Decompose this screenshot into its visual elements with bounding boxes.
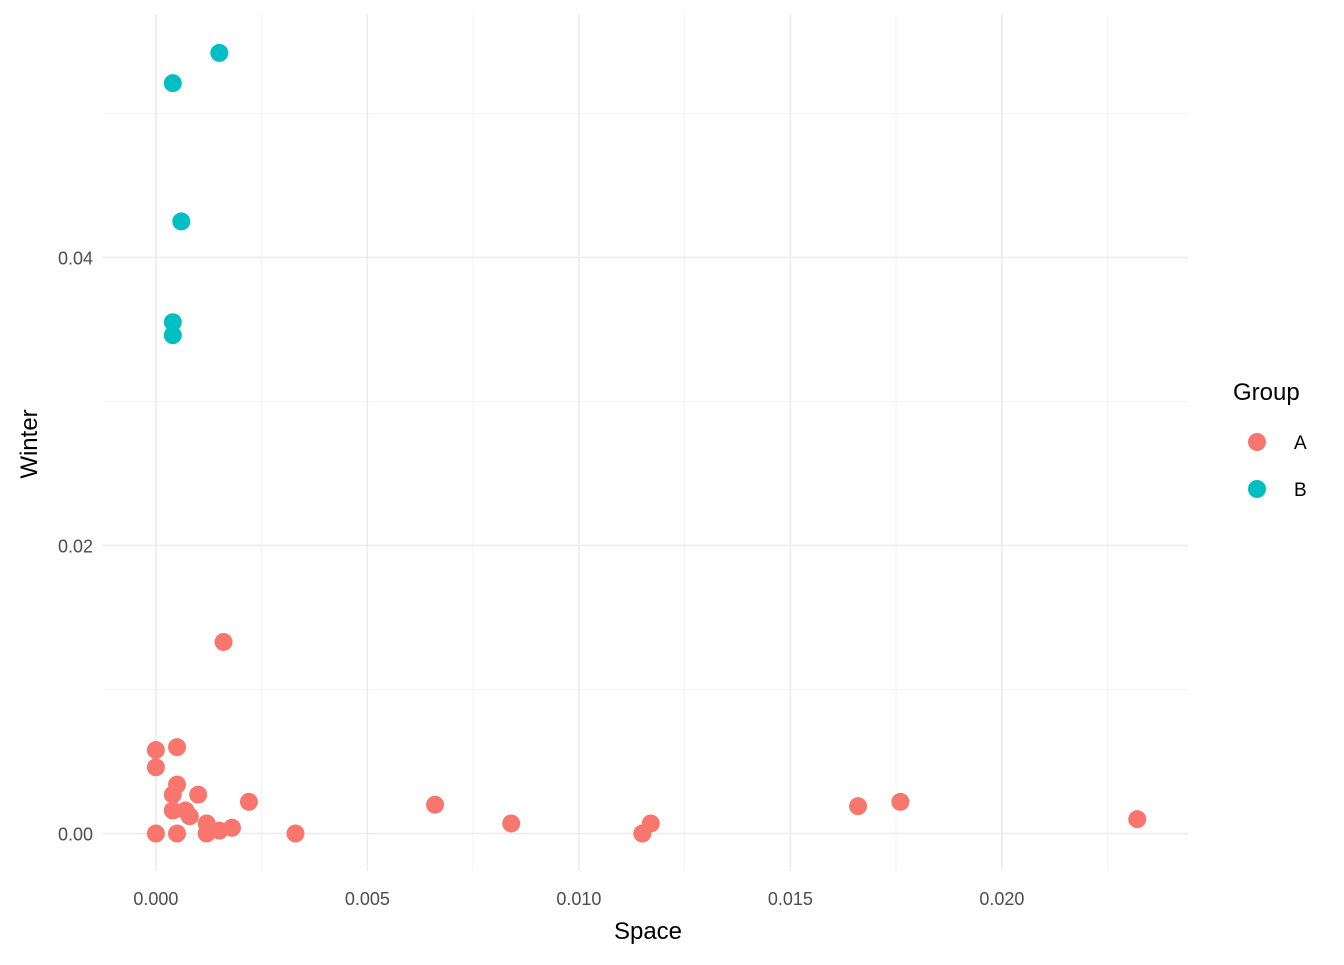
tick-labels: 0.000 0.005 0.010 0.015 0.020 0.00 0.02 0.04 (58, 248, 1024, 909)
x-tick-label: 0.020 (979, 889, 1024, 909)
data-point-b (163, 326, 182, 345)
x-tick-label: 0.005 (345, 889, 390, 909)
data-point-b (163, 313, 182, 332)
legend-entries: AB (1248, 433, 1307, 501)
data-point-b (172, 212, 191, 231)
data-points (146, 43, 1147, 843)
y-axis-title: Winter (16, 409, 43, 478)
data-point-a (223, 818, 242, 837)
data-point-a (891, 792, 910, 811)
data-point-a (214, 632, 233, 651)
data-point-b (210, 43, 229, 62)
data-point-a (641, 814, 660, 833)
x-tick-label: 0.015 (768, 889, 813, 909)
y-tick-label: 0.04 (58, 248, 93, 268)
data-point-b (163, 74, 182, 93)
legend-title: Group (1233, 379, 1300, 406)
data-point-a (426, 795, 445, 814)
data-point-a (189, 785, 208, 804)
y-tick-label: 0.00 (58, 825, 93, 845)
data-point-a (168, 738, 187, 757)
data-point-a (1128, 810, 1147, 829)
legend: Group AB (1233, 379, 1307, 501)
data-point-a (286, 824, 305, 843)
legend-label-a: A (1294, 433, 1307, 454)
data-point-a (163, 801, 182, 820)
data-point-a (146, 741, 165, 760)
legend-key-a (1248, 433, 1266, 451)
data-point-a (849, 797, 868, 816)
data-point-a (168, 824, 187, 843)
x-axis-title: Space (614, 918, 682, 945)
data-point-a (239, 792, 258, 811)
legend-label-b: B (1294, 480, 1307, 501)
grid-lines (103, 14, 1188, 871)
data-point-a (180, 807, 199, 826)
data-point-a (502, 814, 521, 833)
x-tick-label: 0.000 (133, 889, 178, 909)
data-point-a (146, 824, 165, 843)
data-point-a (146, 758, 165, 777)
legend-key-b (1248, 480, 1266, 498)
x-tick-label: 0.010 (556, 889, 601, 909)
y-tick-label: 0.02 (58, 536, 93, 556)
data-point-a (163, 785, 182, 804)
